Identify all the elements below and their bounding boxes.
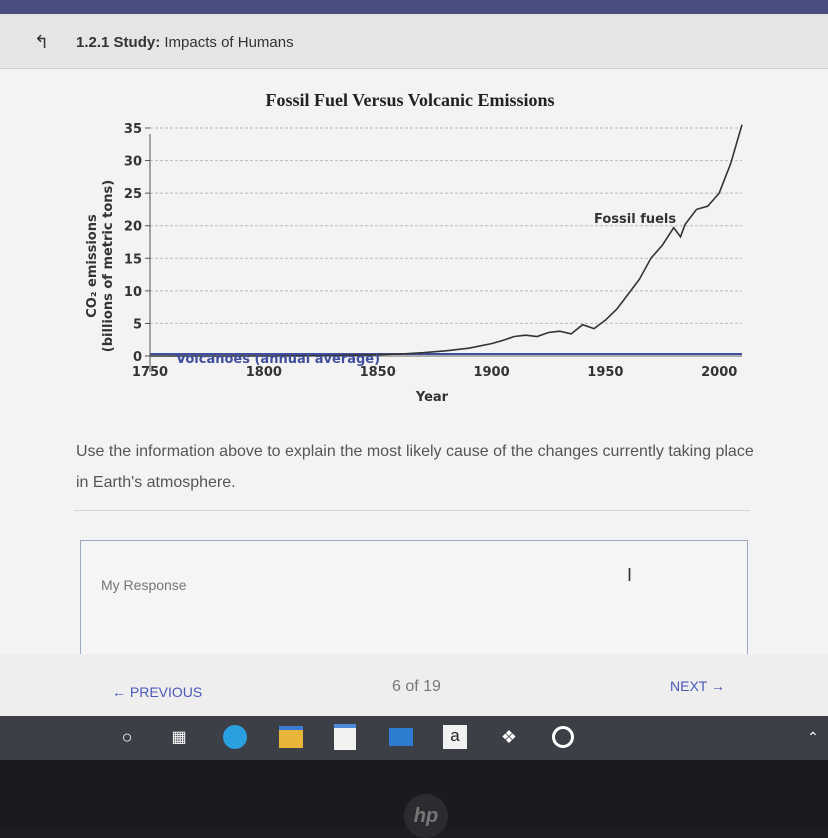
start-circle-icon[interactable]: ○ <box>121 726 133 747</box>
x-tick-label: 1850 <box>360 365 396 380</box>
store-icon[interactable] <box>332 724 358 750</box>
hp-logo: hp <box>404 794 448 838</box>
taskbar: ○ ▦ a ❖ ⌃ <box>0 716 828 760</box>
x-tick-label: 2000 <box>701 365 737 380</box>
chart-title: Fossil Fuel Versus Volcanic Emissions <box>265 90 554 110</box>
y-tick-label: 15 <box>124 252 142 267</box>
x-axis-ticks: 1750 1800 1850 1900 1950 2000 <box>132 365 737 380</box>
x-tick-label: 1800 <box>246 365 282 380</box>
previous-label: PREVIOUS <box>129 684 203 700</box>
chart-gridlines <box>150 127 742 357</box>
footer-nav: ← PREVIOUS 6 of 19 NEXT → <box>0 654 828 716</box>
up-arrow-icon[interactable]: ↰ <box>34 32 50 52</box>
series-line-fossil-fuels <box>149 124 743 357</box>
y-tick-label: 35 <box>124 122 142 137</box>
series-label-fossil-fuels: Fossil fuels <box>594 212 676 227</box>
response-input[interactable] <box>99 575 663 619</box>
app-screen: ↰ 1.2.1 Study: Impacts of Humans Fossil … <box>0 14 828 716</box>
page-indicator: 6 of 19 <box>392 678 441 695</box>
next-button[interactable]: NEXT → <box>670 678 725 694</box>
y-axis-ticks: 0 5 10 15 20 25 30 35 <box>124 122 150 365</box>
top-strip <box>0 0 828 14</box>
x-axis-label: Year <box>415 390 449 405</box>
lesson-number: 1.2.1 <box>76 34 110 51</box>
amazon-icon[interactable]: a <box>442 724 468 750</box>
divider <box>74 510 750 511</box>
previous-button[interactable]: ← PREVIOUS <box>112 684 203 700</box>
y-tick-label: 25 <box>124 187 142 202</box>
y-tick-label: 0 <box>133 350 142 365</box>
activity-type: Study: <box>113 34 161 51</box>
emissions-chart: Fossil Fuel Versus Volcanic Emissions 0 5… <box>85 90 743 405</box>
dropbox-icon[interactable]: ❖ <box>500 726 518 747</box>
x-tick-label: 1900 <box>473 365 509 380</box>
edge-browser-icon[interactable] <box>222 724 248 750</box>
y-axis-label-line2: (billions of metric tons) <box>101 180 116 352</box>
app-icon[interactable] <box>550 724 576 750</box>
series-label-volcanoes: Volcanoes (annual average) <box>176 352 380 367</box>
next-label: NEXT <box>670 678 708 694</box>
question-text: Use the information above to explain the… <box>76 443 754 491</box>
laptop-bezel: hp <box>0 760 828 838</box>
breadcrumb: 1.2.1 Study: Impacts of Humans <box>76 34 294 51</box>
y-tick-label: 10 <box>124 285 142 300</box>
mail-icon[interactable] <box>388 724 414 750</box>
y-tick-label: 20 <box>124 220 142 235</box>
x-tick-label: 1750 <box>132 365 168 380</box>
x-tick-label: 1950 <box>587 365 623 380</box>
y-axis-label-line1: CO₂ emissions <box>85 214 100 318</box>
y-tick-label: 30 <box>124 155 142 170</box>
text-cursor-icon: I <box>627 565 633 585</box>
lesson-topic: Impacts of Humans <box>164 34 294 51</box>
task-view-icon[interactable]: ▦ <box>171 729 187 746</box>
chevron-up-icon[interactable]: ⌃ <box>807 728 819 745</box>
header-bar: ↰ 1.2.1 Study: Impacts of Humans <box>0 14 828 69</box>
y-tick-label: 5 <box>133 317 142 332</box>
file-explorer-icon[interactable] <box>278 724 304 750</box>
